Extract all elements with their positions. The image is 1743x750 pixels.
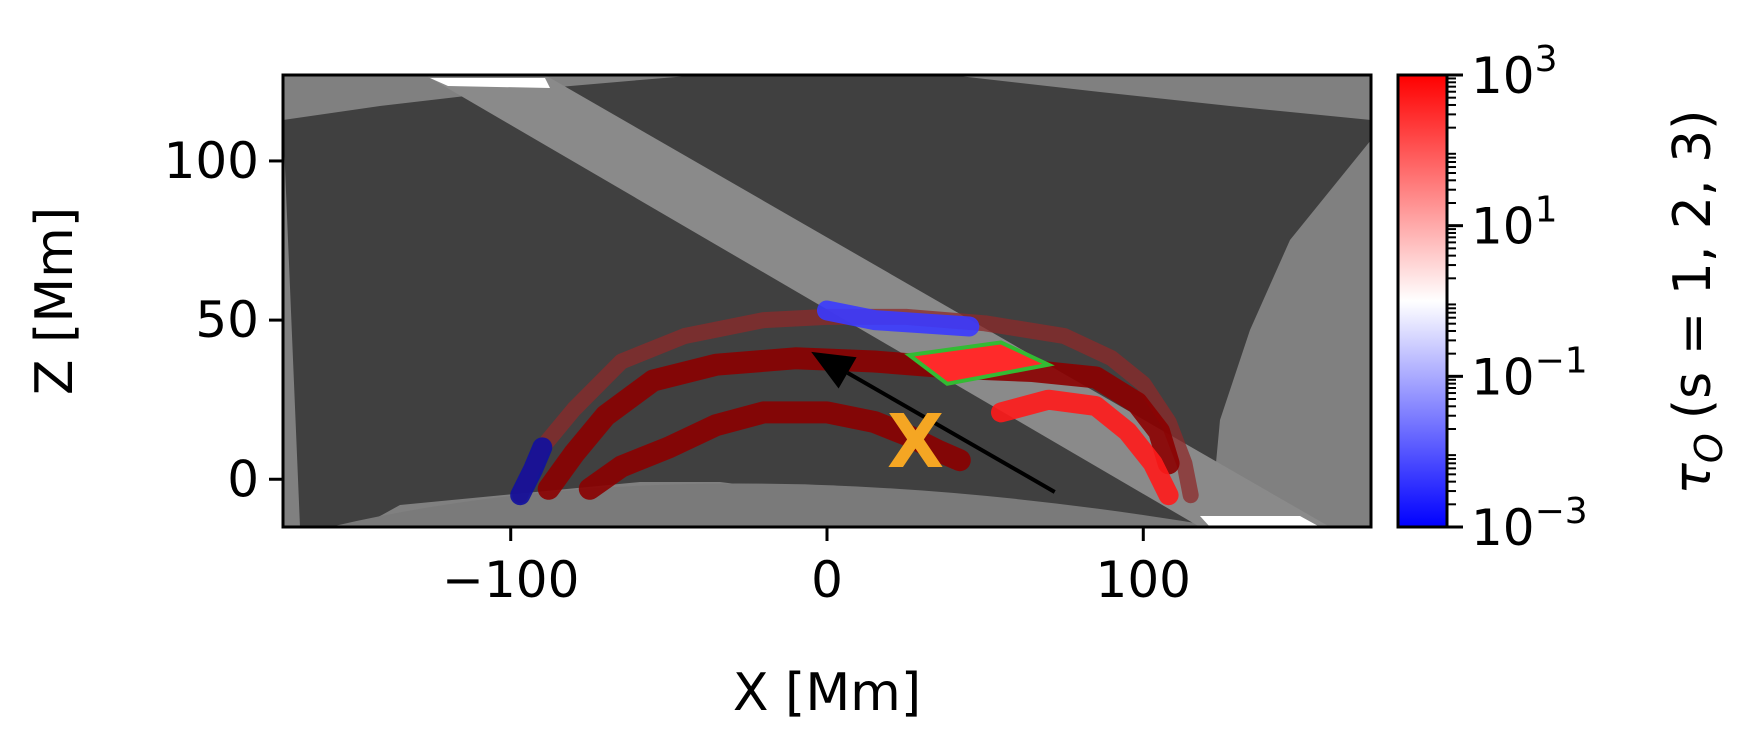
selected-region <box>904 340 1055 386</box>
colorbar-tick-label: 101 <box>1471 190 1558 256</box>
y-axis: 0 50 100 <box>164 132 283 508</box>
y-tick-label: 0 <box>227 450 259 508</box>
plot-area: X <box>281 73 1373 529</box>
beam-white-edge-top <box>430 78 550 88</box>
segment-blue-crossing <box>817 300 980 337</box>
x-tick-label: 0 <box>811 551 843 609</box>
direction-arrow-head <box>811 351 857 389</box>
colorbar-label-symbol: τ <box>1663 462 1723 494</box>
segment-bright-red-right <box>991 389 1179 506</box>
colorbar-label: τO (s = 1, 2, 3) <box>1663 110 1731 495</box>
colorbar: 10−3 10−1 101 103 τO (s = 1, 2, 3) <box>1396 39 1731 557</box>
segment-blue-left-leg <box>510 437 553 506</box>
colorbar-minor-ticks <box>1447 77 1456 506</box>
x-tick-label: 100 <box>1096 551 1191 609</box>
colorbar-tick-label: 103 <box>1471 39 1558 105</box>
x-axis: −100 0 100 <box>442 527 1191 609</box>
colorbar-tick-label: 10−1 <box>1471 340 1588 406</box>
loop-inner <box>578 401 971 500</box>
loop-middle <box>537 347 1180 500</box>
data-layer: X <box>510 300 1199 506</box>
colorbar-label-subscript: O <box>1687 433 1731 463</box>
beam-white-edge-bottom <box>1200 516 1320 527</box>
x-tick-label: −100 <box>442 551 579 609</box>
y-tick-label: 50 <box>195 291 259 349</box>
y-axis-label: Z [Mm] <box>25 207 85 395</box>
colorbar-tick-label: 10−3 <box>1471 491 1588 557</box>
x-axis-label: X [Mm] <box>733 663 921 723</box>
colorbar-gradient <box>1396 73 1449 529</box>
direction-arrow-shaft <box>846 371 1056 494</box>
colorbar-label-suffix: (s = 1, 2, 3) <box>1663 110 1723 420</box>
colorbar-ticks: 10−3 10−1 101 103 <box>1447 39 1588 557</box>
x-marker: X <box>887 399 944 485</box>
y-tick-label: 100 <box>164 132 259 190</box>
